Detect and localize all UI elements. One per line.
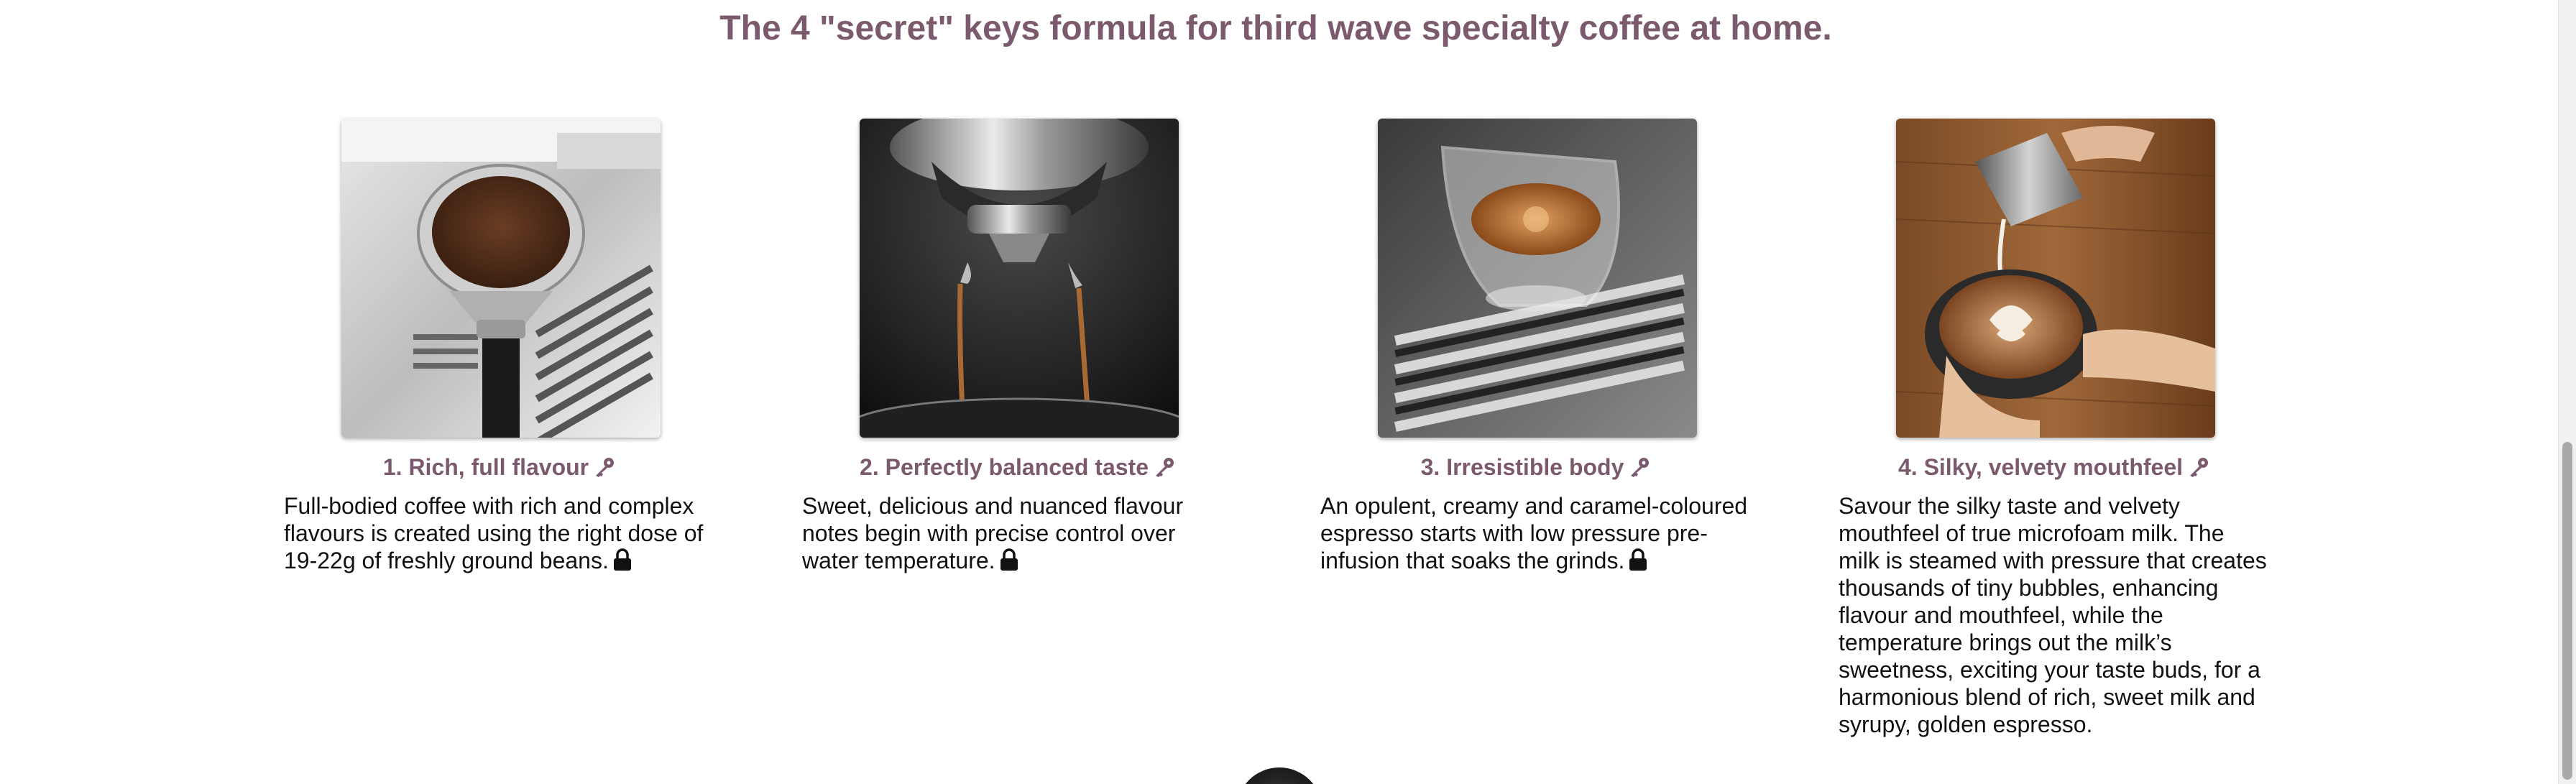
feature-text-3: An opulent, creamy and caramel-coloured …: [1320, 492, 1752, 574]
partial-dial-graphic: [1236, 767, 1322, 784]
key-icon: [2187, 456, 2210, 479]
portafilter-image: [341, 119, 661, 438]
feature-title-3: 3. Irresistible body: [1320, 452, 1752, 482]
lock-icon: [613, 548, 632, 571]
lock-icon: [1629, 548, 1647, 571]
feature-text-2: Sweet, delicious and nuanced flavour not…: [802, 492, 1233, 574]
feature-text-1: Full-bodied coffee with rich and complex…: [284, 492, 715, 574]
lock-icon: [1000, 548, 1018, 571]
key-icon: [1153, 456, 1176, 479]
feature-title-4: 4. Silky, velvety mouthfeel: [1839, 452, 2270, 482]
espresso-extraction-image: [860, 119, 1179, 438]
key-icon: [593, 456, 616, 479]
espresso-glass-image: [1378, 119, 1697, 438]
section-heading: The 4 "secret" keys formula for third wa…: [0, 4, 2552, 53]
latte-art-image: [1896, 119, 2215, 438]
page-scrollbar[interactable]: [2558, 0, 2576, 784]
scrollbar-thumb[interactable]: [2562, 442, 2572, 780]
key-icon: [1628, 456, 1651, 479]
feature-text-4: Savour the silky taste and velvety mouth…: [1839, 492, 2270, 738]
feature-title-2: 2. Perfectly balanced taste: [802, 452, 1233, 482]
feature-title-1: 1. Rich, full flavour: [284, 452, 715, 482]
